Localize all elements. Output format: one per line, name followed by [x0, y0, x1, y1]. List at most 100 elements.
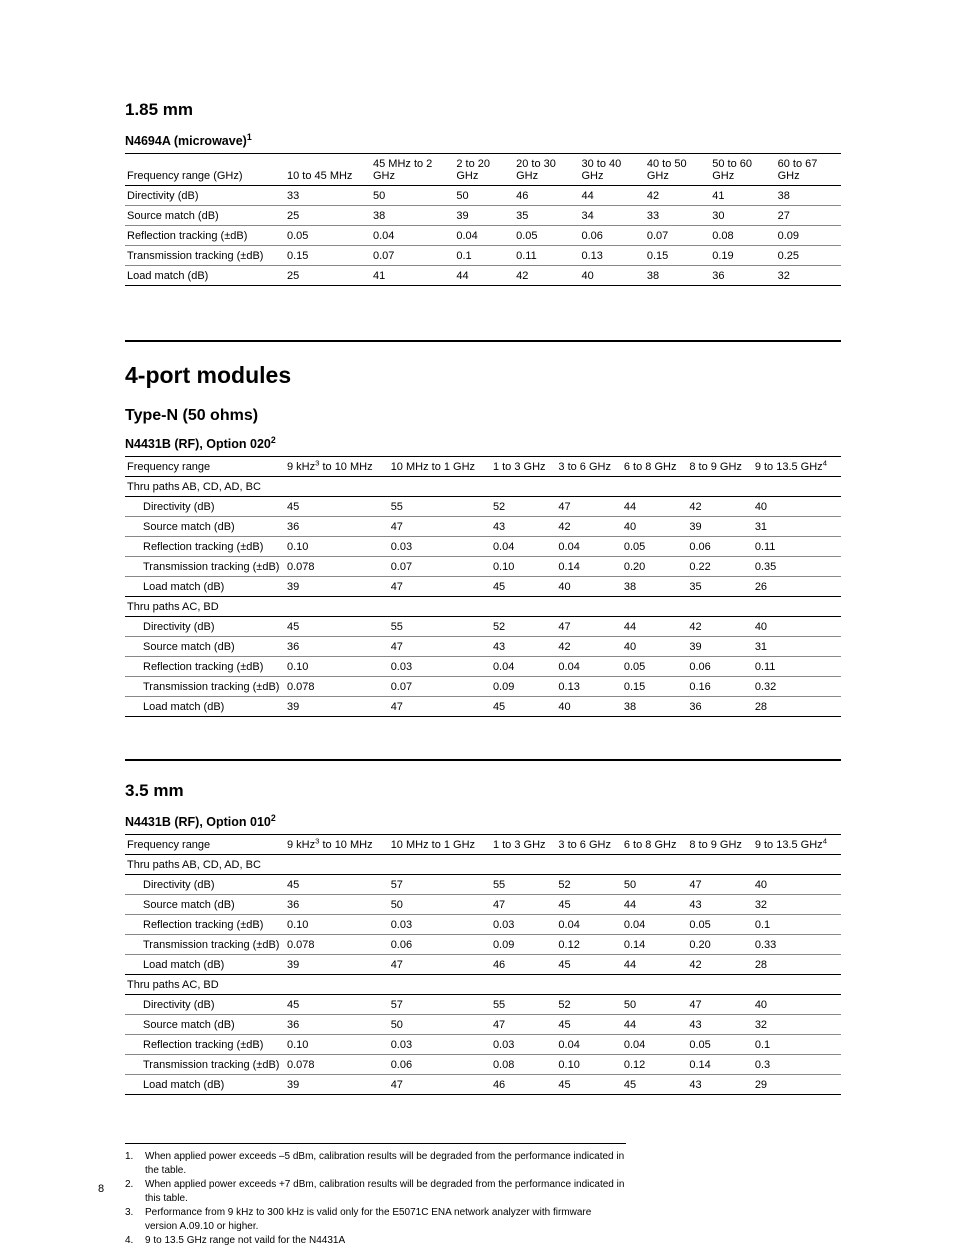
cell: Directivity (dB) — [125, 875, 285, 895]
cell: 50 — [622, 995, 687, 1015]
cell: Reflection tracking (±dB) — [125, 1035, 285, 1055]
table-row: Load match (dB)39474645444228 — [125, 955, 841, 975]
cell: 0.03 — [491, 1035, 556, 1055]
hdr-cell: 1 to 3 GHz — [491, 457, 556, 477]
cell: 50 — [389, 895, 491, 915]
hdr-cell: 9 kHz3 to 10 MHz — [285, 835, 389, 855]
hdr-cell: 2 to 20 GHz — [454, 154, 514, 186]
cell: 0.25 — [776, 246, 841, 266]
cell: Load match (dB) — [125, 1075, 285, 1095]
cell: 42 — [556, 517, 621, 537]
cell: 0.09 — [776, 226, 841, 246]
cell: 0.20 — [622, 557, 687, 577]
footnote: 1.When applied power exceeds –5 dBm, cal… — [125, 1150, 626, 1178]
cell: 44 — [622, 497, 687, 517]
cell: 0.22 — [687, 557, 752, 577]
cell: 55 — [491, 875, 556, 895]
cell: 47 — [687, 995, 752, 1015]
cell: 0.03 — [389, 657, 491, 677]
cell: 25 — [285, 266, 371, 286]
footnotes: 1.When applied power exceeds –5 dBm, cal… — [125, 1143, 626, 1248]
major-title: 4-port modules — [125, 340, 841, 389]
cell: 0.03 — [491, 915, 556, 935]
hdr-cell: 10 MHz to 1 GHz — [389, 457, 491, 477]
cell: 0.11 — [514, 246, 579, 266]
cell: 40 — [753, 497, 841, 517]
cell: 47 — [389, 517, 491, 537]
cell: Directivity (dB) — [125, 186, 285, 206]
cell: 36 — [285, 517, 389, 537]
cell: 46 — [491, 1075, 556, 1095]
cell: 39 — [454, 206, 514, 226]
table2-group1-label: Thru paths AB, CD, AD, BC — [125, 477, 841, 497]
cell: 38 — [371, 206, 454, 226]
cell: 0.078 — [285, 1055, 389, 1075]
cell: 0.3 — [753, 1055, 841, 1075]
cell: 0.04 — [556, 915, 621, 935]
cell: 0.06 — [579, 226, 644, 246]
cell: 45 — [622, 1075, 687, 1095]
cell: 0.04 — [454, 226, 514, 246]
cell: 52 — [556, 995, 621, 1015]
cell: 0.04 — [622, 915, 687, 935]
hdr-cell: 3 to 6 GHz — [556, 835, 621, 855]
cell: 0.19 — [710, 246, 775, 266]
table-row: Transmission tracking (±dB)0.0780.060.08… — [125, 1055, 841, 1075]
table-row: Source match (dB)36504745444332 — [125, 1015, 841, 1035]
cell: 40 — [579, 266, 644, 286]
cell: 52 — [556, 875, 621, 895]
table1: Frequency range (GHz) 10 to 45 MHz 45 MH… — [125, 154, 841, 286]
table-row: Reflection tracking (±dB)0.100.030.030.0… — [125, 1035, 841, 1055]
cell: 0.09 — [491, 935, 556, 955]
cell: 35 — [514, 206, 579, 226]
footnote: 2.When applied power exceeds +7 dBm, cal… — [125, 1178, 626, 1206]
cell: 45 — [285, 617, 389, 637]
cell: 38 — [622, 577, 687, 597]
cell: Transmission tracking (±dB) — [125, 1055, 285, 1075]
table-row: Transmission tracking (±dB)0.0780.070.09… — [125, 677, 841, 697]
hdr-cell: 45 MHz to 2 GHz — [371, 154, 454, 186]
cell: 35 — [687, 577, 752, 597]
hdr-cell: 1 to 3 GHz — [491, 835, 556, 855]
cell: 0.03 — [389, 1035, 491, 1055]
cell: 36 — [285, 895, 389, 915]
cell: 40 — [753, 617, 841, 637]
table-row: Directivity (dB)45575552504740 — [125, 875, 841, 895]
cell: Source match (dB) — [125, 1015, 285, 1035]
cell: 43 — [687, 1075, 752, 1095]
table1-header-row: Frequency range (GHz) 10 to 45 MHz 45 MH… — [125, 154, 841, 186]
cell: 0.04 — [556, 1035, 621, 1055]
cell: 42 — [687, 955, 752, 975]
cell: 47 — [389, 1075, 491, 1095]
cell: 0.05 — [514, 226, 579, 246]
hdr-cell: 9 kHz3 to 10 MHz — [285, 457, 389, 477]
cell: 40 — [556, 577, 621, 597]
cell: Load match (dB) — [125, 697, 285, 717]
table-row: Source match (dB)36474342403931 — [125, 637, 841, 657]
cell: 52 — [491, 497, 556, 517]
cell: 26 — [753, 577, 841, 597]
cell: 39 — [285, 697, 389, 717]
cell: 32 — [776, 266, 841, 286]
table2-title-sup: 2 — [271, 435, 276, 445]
hdr-cell: Frequency range (GHz) — [125, 154, 285, 186]
table-row: Load match (dB)39474540383526 — [125, 577, 841, 597]
cell: 43 — [491, 517, 556, 537]
cell: 0.07 — [371, 246, 454, 266]
cell: 41 — [371, 266, 454, 286]
cell: 0.07 — [389, 557, 491, 577]
cell: 47 — [687, 875, 752, 895]
cell: 0.10 — [285, 657, 389, 677]
cell: 0.13 — [579, 246, 644, 266]
table-row: Reflection tracking (±dB)0.100.030.030.0… — [125, 915, 841, 935]
cell: 28 — [753, 955, 841, 975]
cell: Load match (dB) — [125, 955, 285, 975]
cell: 40 — [622, 517, 687, 537]
cell: 36 — [687, 697, 752, 717]
cell: 0.16 — [687, 677, 752, 697]
cell: 0.03 — [389, 915, 491, 935]
cell: 28 — [753, 697, 841, 717]
cell: 0.04 — [556, 657, 621, 677]
cell: 30 — [710, 206, 775, 226]
hdr-cell: Frequency range — [125, 835, 285, 855]
